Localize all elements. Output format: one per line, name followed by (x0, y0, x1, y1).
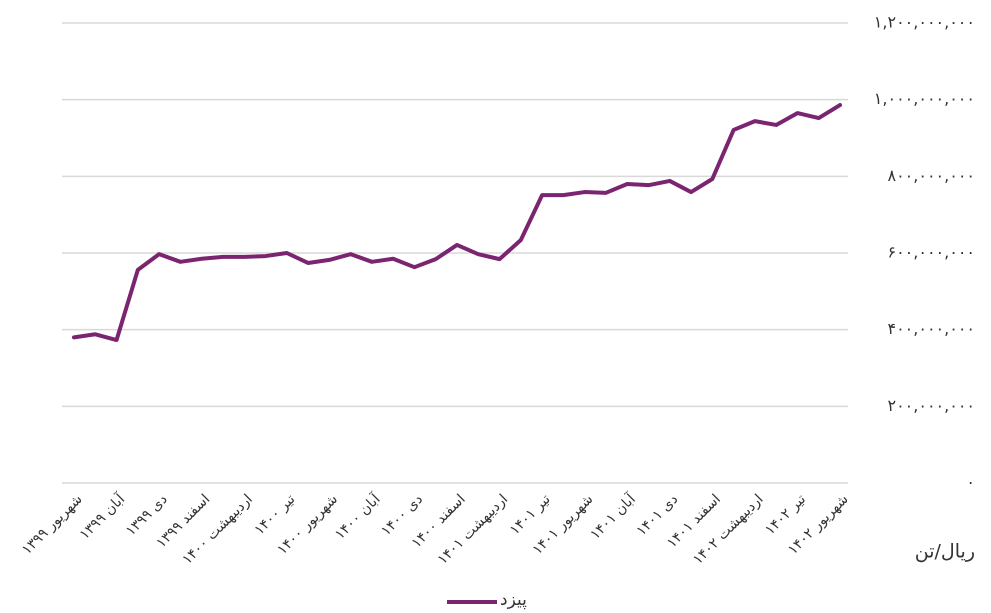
y-tick-label: ۸۰۰,۰۰۰,۰۰۰ (887, 166, 975, 185)
y-tick-label: ۱,۰۰۰,۰۰۰,۰۰۰ (874, 89, 975, 108)
series-line (72, 103, 842, 343)
y-tick-label: ۴۰۰,۰۰۰,۰۰۰ (887, 319, 975, 338)
x-tick-label: آبان ۱۴۰۱ (587, 490, 640, 543)
x-tick-label: شهریور ۱۳۹۹ (19, 491, 86, 558)
y-tick-label: ۲۰۰,۰۰۰,۰۰۰ (887, 396, 975, 415)
legend-label: پیزد (500, 590, 527, 610)
y-axis-label: ریال/تن (915, 541, 975, 563)
y-tick-label: ۰ (966, 473, 975, 492)
y-tick-label: ۶۰۰,۰۰۰,۰۰۰ (887, 243, 975, 262)
x-tick-label: آبان ۱۳۹۹ (76, 490, 129, 543)
x-tick-label: آبان ۱۴۰۰ (331, 490, 384, 543)
y-tick-label: ۱,۲۰۰,۰۰۰,۰۰۰ (874, 13, 975, 32)
